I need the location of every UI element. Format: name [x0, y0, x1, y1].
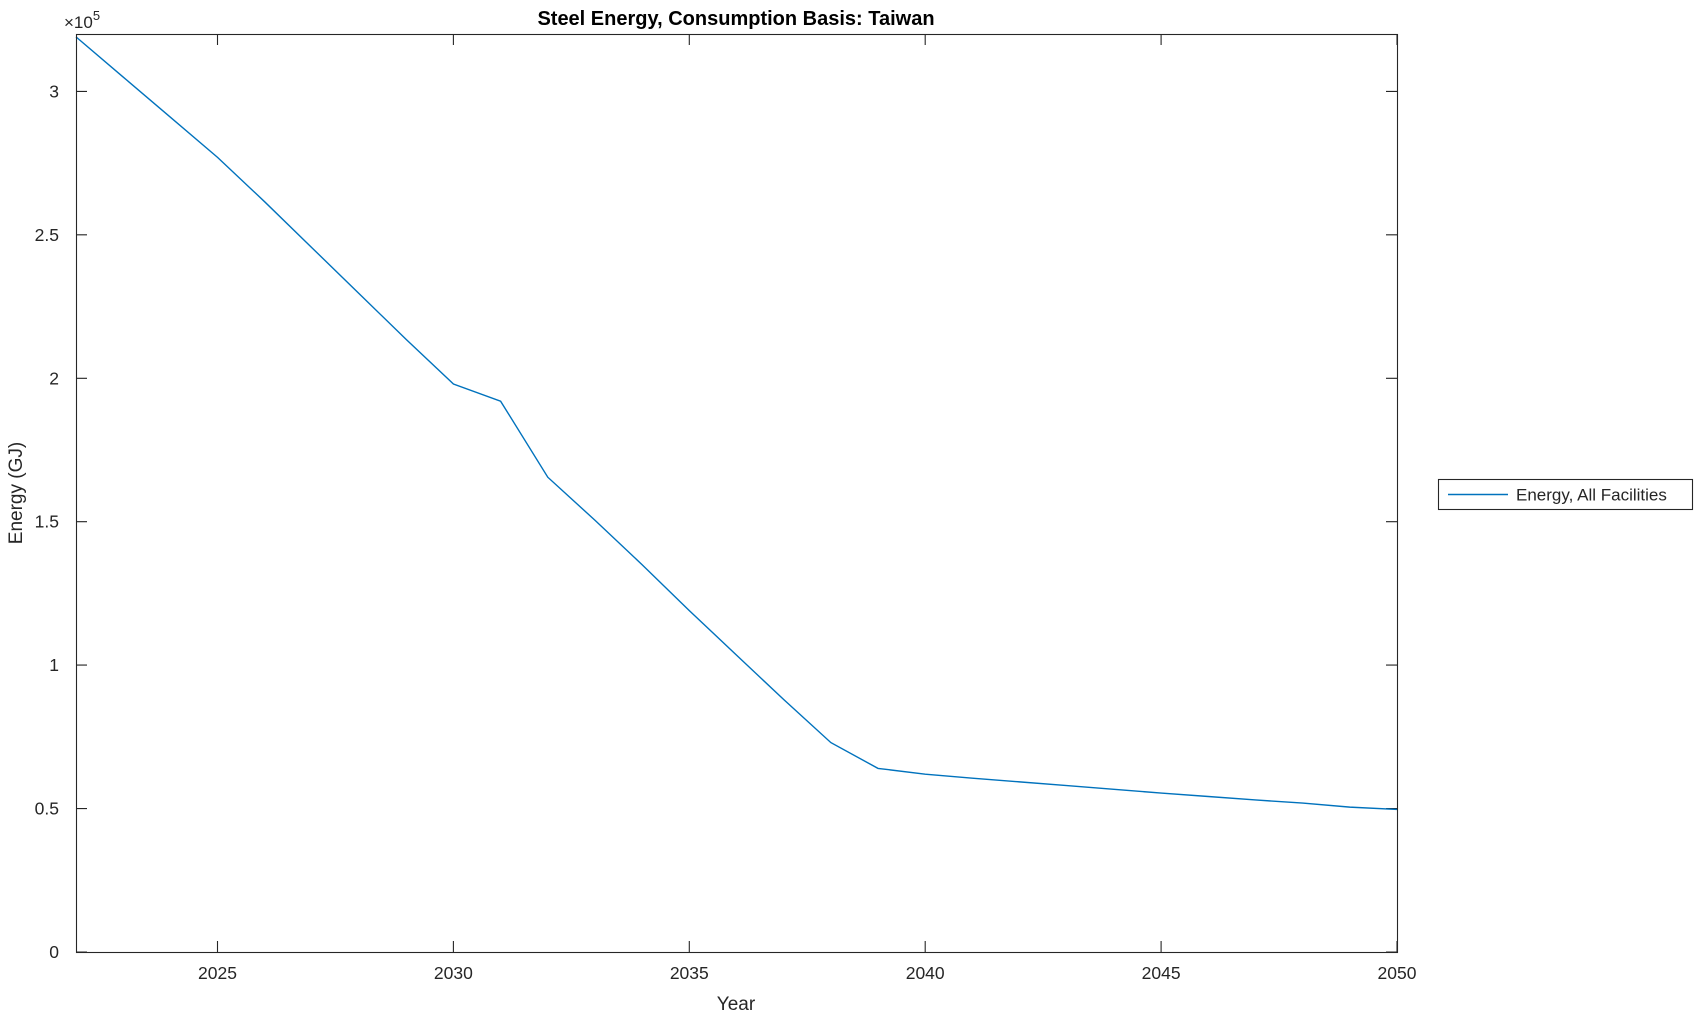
y-tick-label-1: 1: [49, 655, 59, 675]
x-tick-label-2045: 2045: [1142, 963, 1181, 983]
x-tick-label-2035: 2035: [670, 963, 709, 983]
x-tick-label-2025: 2025: [198, 963, 237, 983]
y-axis-label: Energy (GJ): [6, 442, 27, 544]
y-tick-label-2.5: 2.5: [35, 225, 59, 245]
x-tick-label-2040: 2040: [906, 963, 945, 983]
y-axis-multiplier: ×105: [64, 8, 100, 32]
y-tick-label-2: 2: [49, 368, 59, 388]
y-tick-label-3: 3: [49, 81, 59, 101]
x-axis-label: Year: [717, 994, 756, 1015]
y-tick-label-0: 0: [49, 942, 59, 962]
y-axis-multiplier-exponent: 5: [93, 8, 100, 23]
axis-tick-labels: 2025 2030 2035 2040 2045 2050 0 0.5 1 1.5 2 2.5 3: [35, 81, 1417, 983]
axis-tick-marks: [76, 34, 1398, 953]
y-tick-label-1.5: 1.5: [35, 512, 59, 532]
chart-title: Steel Energy, Consumption Basis: Taiwan: [537, 8, 934, 30]
y-axis-multiplier-base: ×10: [64, 13, 93, 32]
legend[interactable]: Energy, All Facilities: [1437, 478, 1694, 511]
x-tick-label-2050: 2050: [1378, 963, 1417, 983]
x-tick-label-2030: 2030: [434, 963, 473, 983]
legend-entry-label: Energy, All Facilities: [1516, 486, 1667, 505]
data-series-line: [75, 36, 1398, 811]
plot-area-box: [75, 33, 1399, 954]
y-tick-label-0.5: 0.5: [35, 799, 59, 819]
